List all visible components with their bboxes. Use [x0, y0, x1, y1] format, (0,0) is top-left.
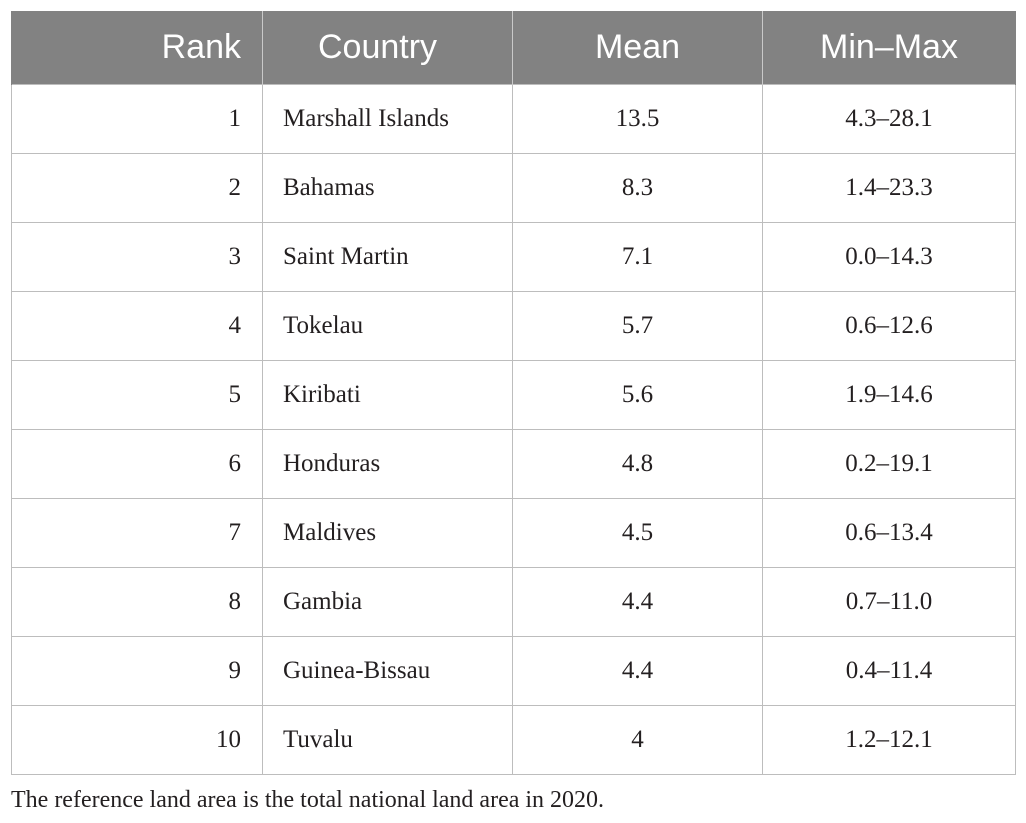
table-row: 1 Marshall Islands 13.5 4.3–28.1 [11, 83, 1016, 154]
cell-min-max: 0.2–19.1 [762, 428, 1016, 499]
cell-rank: 6 [11, 428, 263, 499]
table-row: 3 Saint Martin 7.1 0.0–14.3 [11, 221, 1016, 292]
table-row: 5 Kiribati 5.6 1.9–14.6 [11, 359, 1016, 430]
table-row: 2 Bahamas 8.3 1.4–23.3 [11, 152, 1016, 223]
cell-min-max: 0.6–13.4 [762, 497, 1016, 568]
header-min-max: Min–Max [762, 11, 1016, 84]
cell-min-max: 1.4–23.3 [762, 152, 1016, 223]
table-row: 6 Honduras 4.8 0.2–19.1 [11, 428, 1016, 499]
cell-rank: 8 [11, 566, 263, 637]
cell-mean: 8.3 [512, 152, 763, 223]
cell-country: Honduras [262, 428, 513, 499]
table-row: 4 Tokelau 5.7 0.6–12.6 [11, 290, 1016, 361]
header-rank: Rank [11, 11, 263, 84]
cell-rank: 1 [11, 83, 263, 154]
cell-mean: 5.7 [512, 290, 763, 361]
cell-rank: 7 [11, 497, 263, 568]
cell-mean: 7.1 [512, 221, 763, 292]
cell-rank: 9 [11, 635, 263, 706]
cell-mean: 13.5 [512, 83, 763, 154]
cell-country: Guinea-Bissau [262, 635, 513, 706]
cell-country: Tuvalu [262, 704, 513, 775]
cell-mean: 5.6 [512, 359, 763, 430]
cell-rank: 10 [11, 704, 263, 775]
cell-country: Bahamas [262, 152, 513, 223]
header-row: Rank Country Mean Min–Max [11, 11, 1016, 84]
table-row: 10 Tuvalu 4 1.2–12.1 [11, 704, 1016, 775]
cell-rank: 5 [11, 359, 263, 430]
table-row: 8 Gambia 4.4 0.7–11.0 [11, 566, 1016, 637]
cell-min-max: 1.9–14.6 [762, 359, 1016, 430]
header-country: Country [262, 11, 513, 84]
table-row: 9 Guinea-Bissau 4.4 0.4–11.4 [11, 635, 1016, 706]
cell-rank: 4 [11, 290, 263, 361]
cell-mean: 4 [512, 704, 763, 775]
cell-min-max: 0.0–14.3 [762, 221, 1016, 292]
cell-country: Gambia [262, 566, 513, 637]
cell-min-max: 0.4–11.4 [762, 635, 1016, 706]
header-mean: Mean [512, 11, 763, 84]
cell-rank: 2 [11, 152, 263, 223]
cell-min-max: 0.6–12.6 [762, 290, 1016, 361]
data-table-container: Rank Country Mean Min–Max 1 Marshall Isl… [11, 11, 1016, 775]
cell-min-max: 4.3–28.1 [762, 83, 1016, 154]
cell-min-max: 1.2–12.1 [762, 704, 1016, 775]
cell-mean: 4.4 [512, 635, 763, 706]
ranking-table: Rank Country Mean Min–Max 1 Marshall Isl… [11, 11, 1016, 775]
cell-country: Saint Martin [262, 221, 513, 292]
cell-mean: 4.8 [512, 428, 763, 499]
cell-country: Maldives [262, 497, 513, 568]
cell-country: Kiribati [262, 359, 513, 430]
table-header: Rank Country Mean Min–Max [11, 11, 1016, 84]
table-body: 1 Marshall Islands 13.5 4.3–28.1 2 Baham… [11, 83, 1016, 775]
cell-rank: 3 [11, 221, 263, 292]
table-row: 7 Maldives 4.5 0.6–13.4 [11, 497, 1016, 568]
cell-min-max: 0.7–11.0 [762, 566, 1016, 637]
cell-mean: 4.5 [512, 497, 763, 568]
cell-country: Marshall Islands [262, 83, 513, 154]
table-footnote: The reference land area is the total nat… [11, 787, 605, 813]
cell-mean: 4.4 [512, 566, 763, 637]
cell-country: Tokelau [262, 290, 513, 361]
